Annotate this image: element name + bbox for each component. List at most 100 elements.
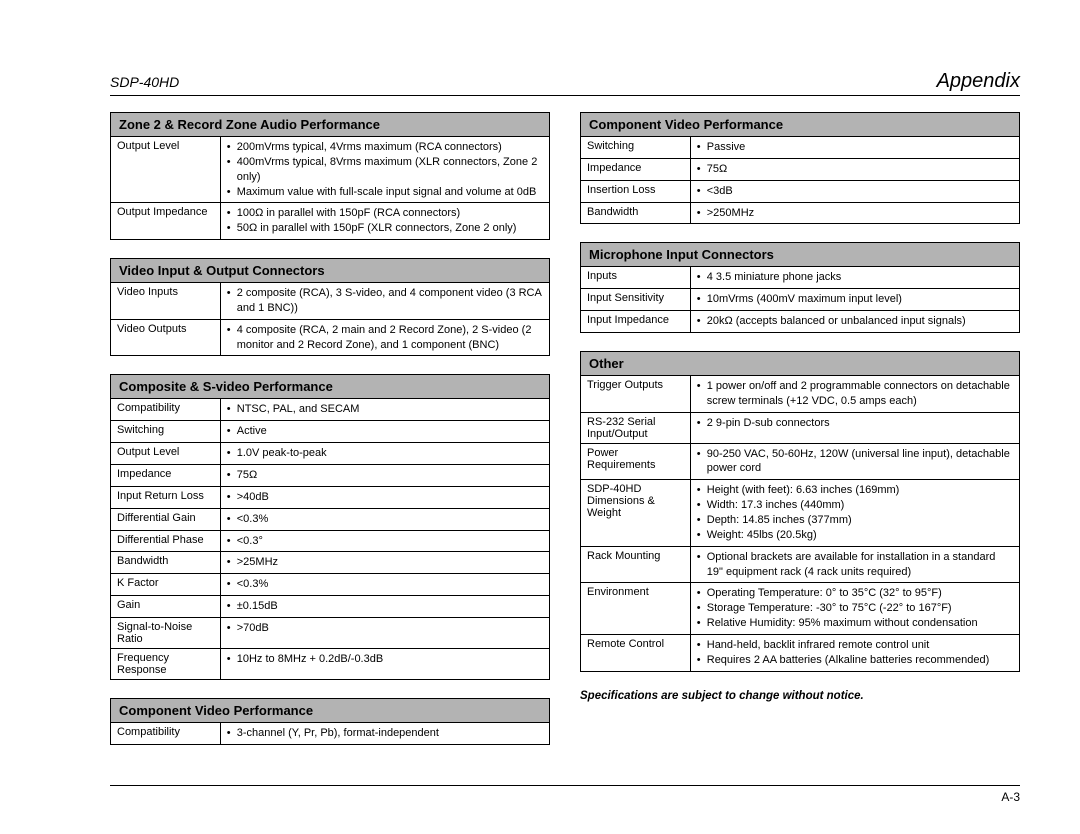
spec-table: Microphone Input ConnectorsInputs4 3.5 m…: [580, 242, 1020, 333]
spec-table: Component Video PerformanceSwitching Pass…: [580, 112, 1020, 224]
value-item: 75Ω: [227, 468, 543, 483]
row-label: Inputs: [581, 267, 691, 289]
row-label: Video Outputs: [111, 319, 221, 356]
value-item: 100Ω in parallel with 150pF (RCA connect…: [227, 206, 543, 221]
value-item: 50Ω in parallel with 150pF (XLR connecto…: [227, 221, 543, 236]
value-item: 4 composite (RCA, 2 main and 2 Record Zo…: [227, 323, 543, 353]
row-value: 20kΩ (accepts balanced or unbalanced inp…: [690, 311, 1019, 333]
value-item: Hand-held, backlit infrared remote contr…: [697, 638, 1013, 653]
page-footer: A-3: [110, 785, 1020, 804]
row-value: >70dB: [220, 617, 549, 648]
row-value: 4 3.5 miniature phone jacks: [690, 267, 1019, 289]
table-title: Component Video Performance: [111, 698, 550, 722]
row-value: <0.3°: [220, 530, 549, 552]
value-item: >25MHz: [227, 555, 543, 570]
value-item: 75Ω: [697, 162, 1013, 177]
value-item: <0.3%: [227, 577, 543, 592]
table-row: CompatibilityNTSC, PAL, and SECAM: [111, 399, 550, 421]
row-label: Differential Phase: [111, 530, 221, 552]
table-row: Bandwidth>250MHz: [581, 202, 1020, 224]
table-row: Insertion Loss <3dB: [581, 180, 1020, 202]
spec-table: Component Video PerformanceCompatibility…: [110, 698, 550, 745]
row-label: Rack Mounting: [581, 546, 691, 583]
row-label: Impedance: [111, 464, 221, 486]
row-label: Compatibility: [111, 722, 221, 744]
value-item: 3-channel (Y, Pr, Pb), format-independen…: [227, 726, 543, 741]
value-item: <0.3°: [227, 534, 543, 549]
row-label: Input Sensitivity: [581, 289, 691, 311]
value-item: Height (with feet): 6.63 inches (169mm): [697, 483, 1013, 498]
spec-table: Composite & S-video PerformanceCompatibi…: [110, 374, 550, 679]
row-value: <3dB: [690, 180, 1019, 202]
row-label: Switching: [581, 137, 691, 159]
value-item: Passive: [697, 140, 1013, 155]
table-row: Differential Phase <0.3°: [111, 530, 550, 552]
row-value: Hand-held, backlit infrared remote contr…: [690, 634, 1019, 671]
row-value: Passive: [690, 137, 1019, 159]
spec-table: Zone 2 & Record Zone Audio PerformanceOu…: [110, 112, 550, 240]
row-value: >250MHz: [690, 202, 1019, 224]
row-label: SDP-40HD Dimensions & Weight: [581, 480, 691, 546]
row-label: Gain: [111, 596, 221, 618]
row-value: 75Ω: [220, 464, 549, 486]
row-value: >25MHz: [220, 552, 549, 574]
row-label: Input Return Loss: [111, 486, 221, 508]
row-value: 2 9-pin D-sub connectors: [690, 412, 1019, 443]
value-item: 2 composite (RCA), 3 S-video, and 4 comp…: [227, 286, 543, 316]
value-item: >40dB: [227, 490, 543, 505]
value-item: <0.3%: [227, 512, 543, 527]
value-item: 2 9-pin D-sub connectors: [697, 416, 1013, 431]
value-item: 1.0V peak-to-peak: [227, 446, 543, 461]
row-value: <0.3%: [220, 508, 549, 530]
page-number: A-3: [1001, 790, 1020, 804]
row-value: <0.3%: [220, 574, 549, 596]
value-item: 90-250 VAC, 50-60Hz, 120W (universal lin…: [697, 447, 1013, 477]
value-item: >70dB: [227, 621, 543, 636]
row-value: 100Ω in parallel with 150pF (RCA connect…: [220, 203, 549, 240]
row-value: 1.0V peak-to-peak: [220, 443, 549, 465]
value-item: 10mVrms (400mV maximum input level): [697, 292, 1013, 307]
row-label: Remote Control: [581, 634, 691, 671]
row-label: Impedance: [581, 158, 691, 180]
value-item: Relative Humidity: 95% maximum without c…: [697, 616, 1013, 631]
row-label: Power Requirements: [581, 443, 691, 480]
table-row: Input Impedance 20kΩ (accepts balanced or…: [581, 311, 1020, 333]
value-item: Requires 2 AA batteries (Alkaline batter…: [697, 653, 1013, 668]
row-label: Input Impedance: [581, 311, 691, 333]
value-item: 1 power on/off and 2 programmable connec…: [697, 379, 1013, 409]
table-row: RS-232 Serial Input/Output2 9-pin D-sub …: [581, 412, 1020, 443]
value-item: 20kΩ (accepts balanced or unbalanced inp…: [697, 314, 1013, 329]
value-item: 4 3.5 miniature phone jacks: [697, 270, 1013, 285]
table-row: Remote Control Hand-held, backlit infrare…: [581, 634, 1020, 671]
row-value: ±0.15dB: [220, 596, 549, 618]
table-row: Trigger Outputs1 power on/off and 2 prog…: [581, 375, 1020, 412]
value-item: Maximum value with full-scale input sign…: [227, 185, 543, 200]
table-title: Component Video Performance: [581, 113, 1020, 137]
row-label: Output Level: [111, 443, 221, 465]
table-row: Signal-to-Noise Ratio>70dB: [111, 617, 550, 648]
table-title: Other: [581, 351, 1020, 375]
row-label: Environment: [581, 583, 691, 635]
columns-wrap: Zone 2 & Record Zone Audio PerformanceOu…: [110, 112, 1020, 763]
table-row: Output Level 1.0V peak-to-peak: [111, 443, 550, 465]
spec-table: Video Input & Output ConnectorsVideo Inp…: [110, 258, 550, 356]
row-label: Bandwidth: [581, 202, 691, 224]
row-label: Bandwidth: [111, 552, 221, 574]
row-label: Switching: [111, 421, 221, 443]
value-item: <3dB: [697, 184, 1013, 199]
row-label: Output Impedance: [111, 203, 221, 240]
left-column: Zone 2 & Record Zone Audio PerformanceOu…: [110, 112, 550, 763]
page-container: SDP-40HD Appendix Zone 2 & Record Zone A…: [0, 0, 1080, 834]
table-row: Differential Gain<0.3%: [111, 508, 550, 530]
row-value: 3-channel (Y, Pr, Pb), format-independen…: [220, 722, 549, 744]
model-label: SDP-40HD: [110, 74, 179, 90]
table-row: Input Sensitivity 10mVrms (400mV maximum …: [581, 289, 1020, 311]
row-label: Insertion Loss: [581, 180, 691, 202]
row-value: 200mVrms typical, 4Vrms maximum (RCA con…: [220, 137, 549, 203]
table-row: Video Outputs4 composite (RCA, 2 main an…: [111, 319, 550, 356]
row-value: 1 power on/off and 2 programmable connec…: [690, 375, 1019, 412]
row-value: 10mVrms (400mV maximum input level): [690, 289, 1019, 311]
table-row: Rack MountingOptional brackets are avail…: [581, 546, 1020, 583]
table-row: Power Requirements90-250 VAC, 50-60Hz, 1…: [581, 443, 1020, 480]
value-item: ±0.15dB: [227, 599, 543, 614]
